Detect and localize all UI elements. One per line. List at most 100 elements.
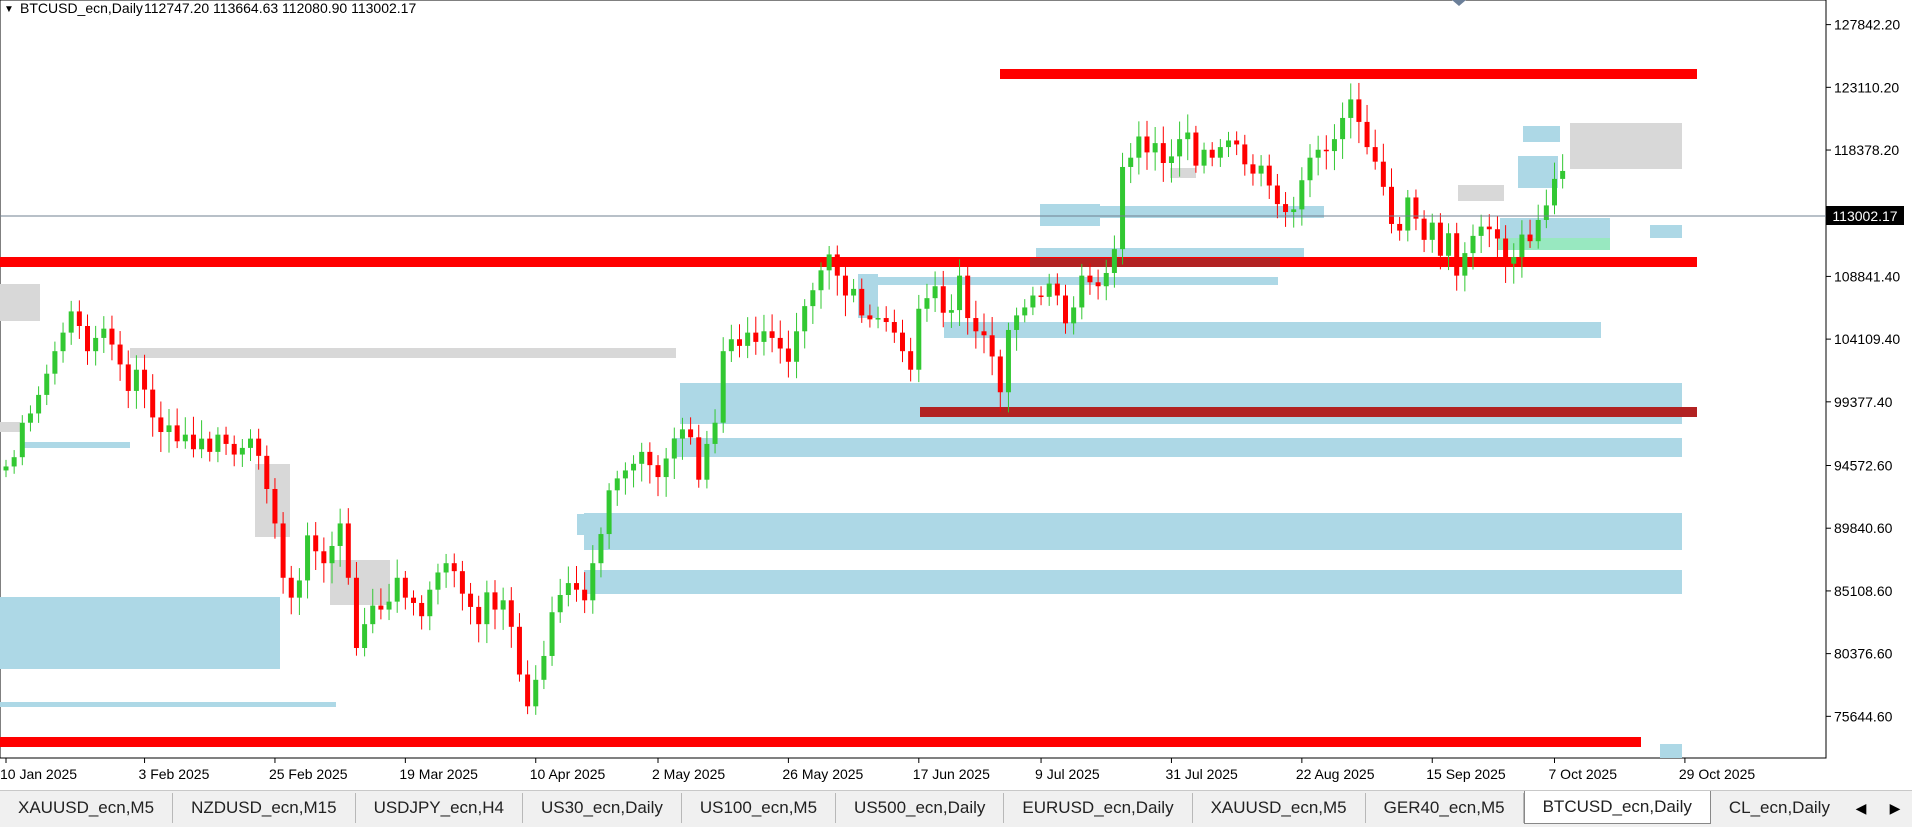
- candle-body: [1331, 139, 1337, 152]
- scroll-marker-icon[interactable]: [1452, 0, 1466, 6]
- candle-body: [883, 318, 889, 323]
- candle-body: [981, 331, 987, 336]
- tab-us30-ecn-daily[interactable]: US30_ecn,Daily: [523, 793, 682, 823]
- candle-body: [1503, 238, 1509, 264]
- demand-zone: [1660, 744, 1682, 758]
- time-axis[interactable]: 10 Jan 2025 3 Feb 2025 25 Feb 2025 19 Mar 2…: [0, 758, 1755, 782]
- plot-area[interactable]: [0, 0, 1827, 759]
- candle-body: [549, 612, 555, 656]
- candle-body: [1226, 140, 1231, 148]
- candle-layer: [3, 82, 1566, 715]
- x-tick-label: 17 Jun 2025: [913, 766, 990, 782]
- demand-zone: [860, 277, 1278, 285]
- candle-body: [631, 463, 637, 471]
- y-tick-label: 94572.60: [1834, 457, 1893, 473]
- candle-body: [1120, 166, 1126, 250]
- menu-arrow-icon[interactable]: ▼: [4, 4, 14, 15]
- candle-body: [875, 318, 881, 320]
- candle-body: [158, 417, 164, 433]
- candle-body: [1470, 235, 1476, 254]
- candle-body: [1217, 147, 1223, 158]
- candle-body: [459, 571, 465, 594]
- support-line-mid: [920, 407, 1697, 417]
- x-tick-label: 19 Mar 2025: [399, 766, 478, 782]
- x-tick-label: 3 Feb 2025: [139, 766, 210, 782]
- tab-xauusd-ecn-m5[interactable]: XAUUSD_ecn,M5: [0, 793, 174, 823]
- tab-scroll-controls: ◀ ▶: [1844, 791, 1912, 825]
- candle-body: [891, 322, 897, 333]
- candle-body: [728, 339, 734, 352]
- candle-body: [777, 337, 783, 349]
- candle-body: [1046, 283, 1052, 297]
- tab-label: US100_ecn,M5: [699, 798, 818, 817]
- candle-body: [639, 451, 645, 464]
- candle-body: [582, 589, 588, 601]
- supply-zone: [1170, 168, 1196, 178]
- scroll-right-icon[interactable]: ▶: [1889, 799, 1901, 816]
- candle-body: [272, 488, 278, 524]
- tab-cl-ecn-daily[interactable]: CL_ecn,Daily: [1711, 793, 1849, 823]
- candle-body: [1552, 178, 1557, 206]
- tab-label: US30_ecn,Daily: [540, 798, 663, 817]
- candle-body: [1291, 209, 1297, 213]
- tab-nzdusd-ecn-m15[interactable]: NZDUSD_ecn,M15: [173, 793, 356, 823]
- candle-body: [1307, 157, 1313, 181]
- price-chart[interactable]: 127842.20123110.20118378.20113573.401088…: [0, 0, 1912, 790]
- y-tick-label: 108841.40: [1834, 268, 1900, 284]
- candle-body: [557, 595, 563, 613]
- y-tick-label: 85108.60: [1834, 583, 1893, 599]
- candle-body: [239, 447, 245, 455]
- candle-body: [313, 535, 319, 552]
- candle-body: [345, 523, 351, 578]
- tab-usdjpy-ecn-h4[interactable]: USDJPY_ecn,H4: [356, 793, 523, 823]
- scroll-left-icon[interactable]: ◀: [1855, 799, 1867, 816]
- tab-us100-ecn-m5[interactable]: US100_ecn,M5: [682, 793, 837, 823]
- candle-body: [1397, 223, 1403, 231]
- candle-body: [248, 438, 253, 448]
- tab-us500-ecn-daily[interactable]: US500_ecn,Daily: [836, 793, 1005, 823]
- candle-body: [1014, 315, 1020, 330]
- candle-body: [125, 364, 131, 391]
- candle-body: [688, 429, 694, 438]
- candle-body: [468, 593, 474, 607]
- tab-ger40-ecn-m5[interactable]: GER40_ecn,M5: [1366, 793, 1524, 823]
- candle-body: [948, 310, 954, 313]
- candle-body: [190, 434, 196, 450]
- candle-body: [337, 523, 343, 546]
- tab-btcusd-ecn-daily[interactable]: BTCUSD_ecn,Daily: [1523, 791, 1711, 824]
- candle-body: [834, 254, 840, 276]
- y-tick-label: 104109.40: [1834, 331, 1900, 347]
- tab-eurusd-ecn-daily[interactable]: EURUSD_ecn,Daily: [1004, 793, 1193, 823]
- x-tick-label: 15 Sep 2025: [1426, 766, 1506, 782]
- candle-body: [1111, 249, 1117, 273]
- candle-body: [720, 351, 726, 423]
- demand-zone: [0, 597, 280, 669]
- candle-body: [411, 597, 416, 603]
- demand-zone: [1518, 156, 1558, 188]
- candle-body: [1323, 149, 1329, 152]
- candle-body: [1193, 132, 1199, 166]
- candle-body: [1136, 136, 1142, 158]
- tab-xauusd-ecn-m5[interactable]: XAUUSD_ecn,M5: [1193, 793, 1366, 823]
- candle-body: [370, 605, 376, 625]
- chart-tab-bar: XAUUSD_ecn,M5 NZDUSD_ecn,M15 USDJPY_ecn,H4…: [0, 790, 1912, 827]
- resistance-line-top: [1000, 69, 1697, 79]
- candle-body: [305, 535, 311, 581]
- candle-body: [737, 339, 742, 346]
- demand-zone: [584, 513, 1682, 550]
- candle-body: [1389, 186, 1394, 224]
- candle-body: [932, 286, 938, 299]
- candle-body: [484, 592, 490, 625]
- candle-body: [207, 438, 213, 452]
- candle-body: [394, 577, 400, 602]
- candle-body: [1429, 222, 1435, 240]
- price-axis[interactable]: 127842.20123110.20118378.20113573.401088…: [1826, 17, 1900, 725]
- candle-body: [93, 337, 99, 352]
- candle-body: [1560, 170, 1566, 179]
- candle-body: [679, 429, 685, 439]
- x-tick-label: 31 Jul 2025: [1165, 766, 1238, 782]
- candle-body: [622, 470, 628, 479]
- tab-label: EURUSD_ecn,Daily: [1022, 798, 1174, 817]
- candle-body: [1071, 307, 1077, 324]
- candle-body: [1201, 149, 1207, 166]
